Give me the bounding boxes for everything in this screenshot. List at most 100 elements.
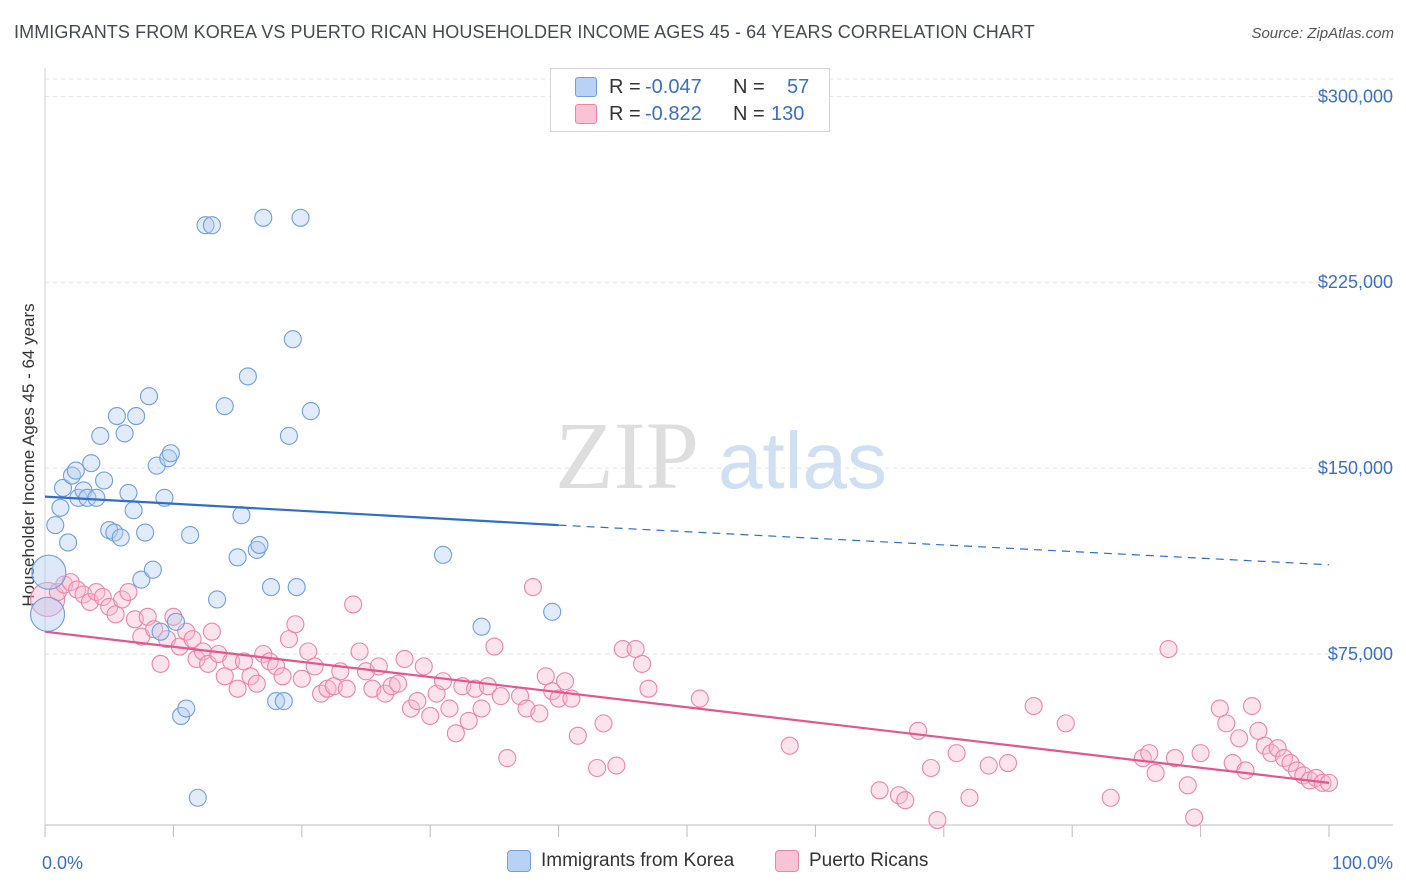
data-point: [93, 587, 112, 607]
data-point: [53, 478, 73, 497]
data-point: [421, 706, 440, 726]
legend-item-puerto: Puerto Ricans: [775, 850, 928, 872]
data-point: [267, 692, 286, 711]
data-point: [543, 602, 562, 621]
source-label: Source: ZipAtlas.com: [1251, 25, 1394, 42]
data-point: [196, 216, 215, 235]
data-point: [1056, 714, 1075, 733]
y-tick-label: $75,000: [1328, 644, 1393, 664]
data-point: [139, 387, 159, 406]
puerto-r-value: -0.822: [645, 102, 702, 125]
data-point: [112, 590, 132, 609]
data-point: [46, 516, 65, 535]
data-point: [1024, 696, 1043, 716]
puerto-legend-swatch: [775, 850, 799, 872]
data-point: [208, 590, 227, 609]
data-point: [287, 578, 306, 597]
data-point: [613, 639, 632, 659]
korea-r-value: -0.047: [645, 75, 702, 98]
data-point: [124, 501, 143, 520]
y-tick-label: $225,000: [1318, 272, 1393, 292]
data-point: [921, 758, 941, 778]
data-point: [928, 810, 947, 830]
data-point: [594, 714, 613, 733]
r-label: R =: [609, 75, 641, 98]
korea-trend-line: [44, 495, 559, 527]
data-point: [389, 674, 408, 693]
watermark-atlas: atlas: [718, 416, 887, 505]
chart-title: IMMIGRANTS FROM KOREA VS PUERTO RICAN HO…: [14, 22, 1035, 42]
data-point: [1101, 788, 1120, 807]
data-point: [472, 699, 491, 718]
y-axis-label: Householder Income Ages 45 - 64 years: [19, 303, 38, 606]
legend-row-korea: R = -0.047 N = 57: [575, 74, 809, 100]
data-point: [588, 758, 607, 778]
data-point: [228, 679, 247, 698]
stats-legend: R = -0.047 N = 57 R = -0.822 N = 130: [550, 68, 830, 132]
data-point: [166, 612, 186, 631]
data-point: [59, 533, 78, 552]
data-point: [1230, 729, 1249, 748]
puerto-legend-label: Puerto Ricans: [809, 850, 929, 871]
data-point: [273, 667, 292, 686]
data-point: [164, 607, 183, 626]
data-point: [87, 488, 106, 507]
data-point: [446, 724, 465, 743]
data-point: [401, 699, 420, 718]
watermark-zip: ZIP: [555, 402, 699, 509]
data-point: [181, 525, 200, 545]
data-point: [1281, 753, 1300, 773]
korea-n-value: 57: [787, 75, 810, 98]
data-point: [485, 637, 504, 656]
data-point: [228, 548, 247, 567]
puerto-n-value: 130: [771, 102, 805, 125]
data-point: [1165, 749, 1184, 768]
data-point: [151, 654, 170, 673]
data-point: [202, 216, 221, 235]
series-puerto-ricans: [30, 573, 1339, 830]
data-point: [305, 657, 324, 676]
data-point: [376, 684, 395, 703]
data-point: [30, 581, 66, 618]
data-point: [177, 699, 196, 718]
series-immigrants-from-korea: [30, 208, 562, 807]
data-point: [132, 570, 151, 589]
data-point: [568, 726, 587, 745]
n-label: N =: [733, 102, 765, 125]
data-point: [238, 367, 257, 386]
data-point: [433, 545, 453, 564]
data-point: [947, 744, 966, 763]
data-point: [188, 788, 207, 807]
data-point: [119, 483, 138, 502]
data-point: [301, 402, 320, 421]
data-point: [478, 677, 498, 696]
data-point: [183, 630, 202, 649]
watermark: ZIP atlas: [555, 402, 887, 509]
x-tick-labels: 0.0% 100.0%: [42, 853, 1393, 873]
data-point: [292, 669, 311, 688]
data-point: [998, 753, 1018, 773]
data-point: [979, 756, 998, 775]
data-point: [960, 788, 979, 807]
data-point: [119, 582, 138, 602]
data-point: [408, 692, 427, 711]
data-point: [91, 426, 110, 445]
data-point: [115, 424, 134, 443]
data-point: [241, 667, 260, 686]
korea-swatch: [575, 77, 597, 97]
data-point: [909, 721, 928, 740]
legend-row-puerto: R = -0.822 N = 130: [575, 101, 804, 127]
data-point: [274, 692, 293, 711]
data-point: [414, 657, 433, 676]
y-tick-labels: $75,000 $150,000 $225,000 $300,000: [1318, 86, 1393, 664]
data-point: [780, 736, 799, 755]
data-point: [639, 679, 658, 698]
data-point: [247, 674, 266, 693]
data-point: [143, 560, 162, 579]
axes: [44, 68, 1393, 837]
data-point: [82, 454, 101, 473]
data-point: [254, 208, 273, 227]
data-point: [1146, 763, 1165, 783]
data-point: [870, 781, 889, 800]
